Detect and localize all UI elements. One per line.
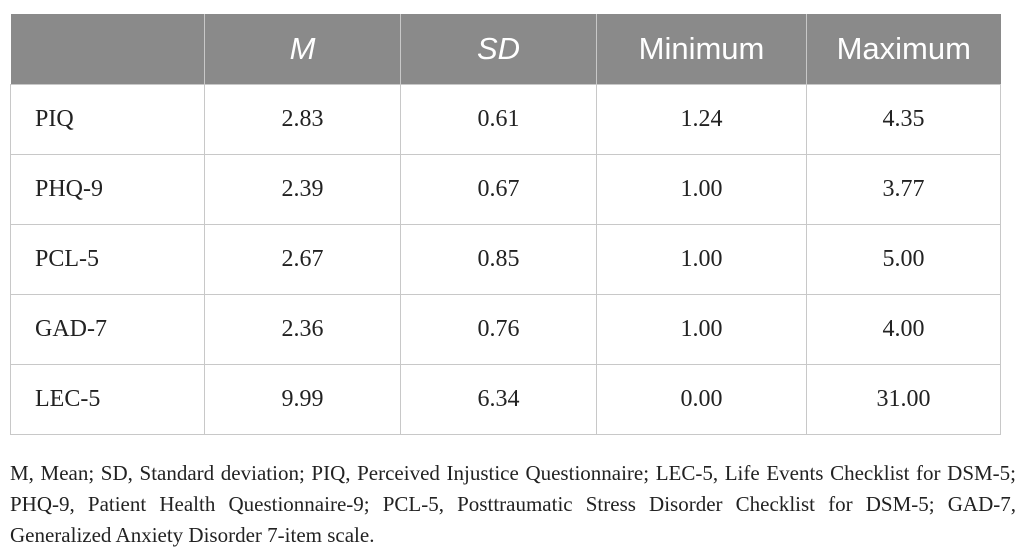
- cell-mean: 2.67: [204, 224, 401, 295]
- cell-minimum: 0.00: [596, 364, 807, 435]
- row-label: PHQ-9: [10, 154, 205, 225]
- row-label: PCL-5: [10, 224, 205, 295]
- header-row: M SD Minimum Maximum: [10, 14, 1001, 85]
- cell-maximum: 5.00: [806, 224, 1001, 295]
- cell-maximum: 3.77: [806, 154, 1001, 225]
- cell-mean: 9.99: [204, 364, 401, 435]
- cell-sd: 0.61: [400, 84, 597, 155]
- header-cell-maximum: Maximum: [806, 14, 1001, 85]
- table-row: PCL-5 2.67 0.85 1.00 5.00: [10, 224, 1001, 295]
- cell-sd: 0.76: [400, 294, 597, 365]
- row-label: GAD-7: [10, 294, 205, 365]
- cell-sd: 0.85: [400, 224, 597, 295]
- cell-sd: 0.67: [400, 154, 597, 225]
- header-cell-mean: M: [204, 14, 401, 85]
- cell-sd: 6.34: [400, 364, 597, 435]
- cell-mean: 2.36: [204, 294, 401, 365]
- table-header: M SD Minimum Maximum: [10, 14, 1001, 85]
- header-cell-blank: [10, 14, 205, 85]
- cell-minimum: 1.24: [596, 84, 807, 155]
- table-row: LEC-5 9.99 6.34 0.00 31.00: [10, 364, 1001, 435]
- header-cell-minimum: Minimum: [596, 14, 807, 85]
- row-label: LEC-5: [10, 364, 205, 435]
- descriptive-statistics-table: M SD Minimum Maximum PIQ 2.83 0.61 1.24 …: [10, 14, 1001, 435]
- cell-mean: 2.39: [204, 154, 401, 225]
- table-body: PIQ 2.83 0.61 1.24 4.35 PHQ-9 2.39 0.67 …: [10, 84, 1001, 435]
- cell-mean: 2.83: [204, 84, 401, 155]
- table-row: PHQ-9 2.39 0.67 1.00 3.77: [10, 154, 1001, 225]
- table-row: GAD-7 2.36 0.76 1.00 4.00: [10, 294, 1001, 365]
- cell-minimum: 1.00: [596, 154, 807, 225]
- header-cell-sd: SD: [400, 14, 597, 85]
- row-label: PIQ: [10, 84, 205, 155]
- cell-minimum: 1.00: [596, 224, 807, 295]
- cell-minimum: 1.00: [596, 294, 807, 365]
- cell-maximum: 4.00: [806, 294, 1001, 365]
- table-footnote: M, Mean; SD, Standard deviation; PIQ, Pe…: [10, 461, 1016, 547]
- cell-maximum: 4.35: [806, 84, 1001, 155]
- descriptive-statistics-table-container: M SD Minimum Maximum PIQ 2.83 0.61 1.24 …: [10, 14, 1001, 435]
- table-row: PIQ 2.83 0.61 1.24 4.35: [10, 84, 1001, 155]
- cell-maximum: 31.00: [806, 364, 1001, 435]
